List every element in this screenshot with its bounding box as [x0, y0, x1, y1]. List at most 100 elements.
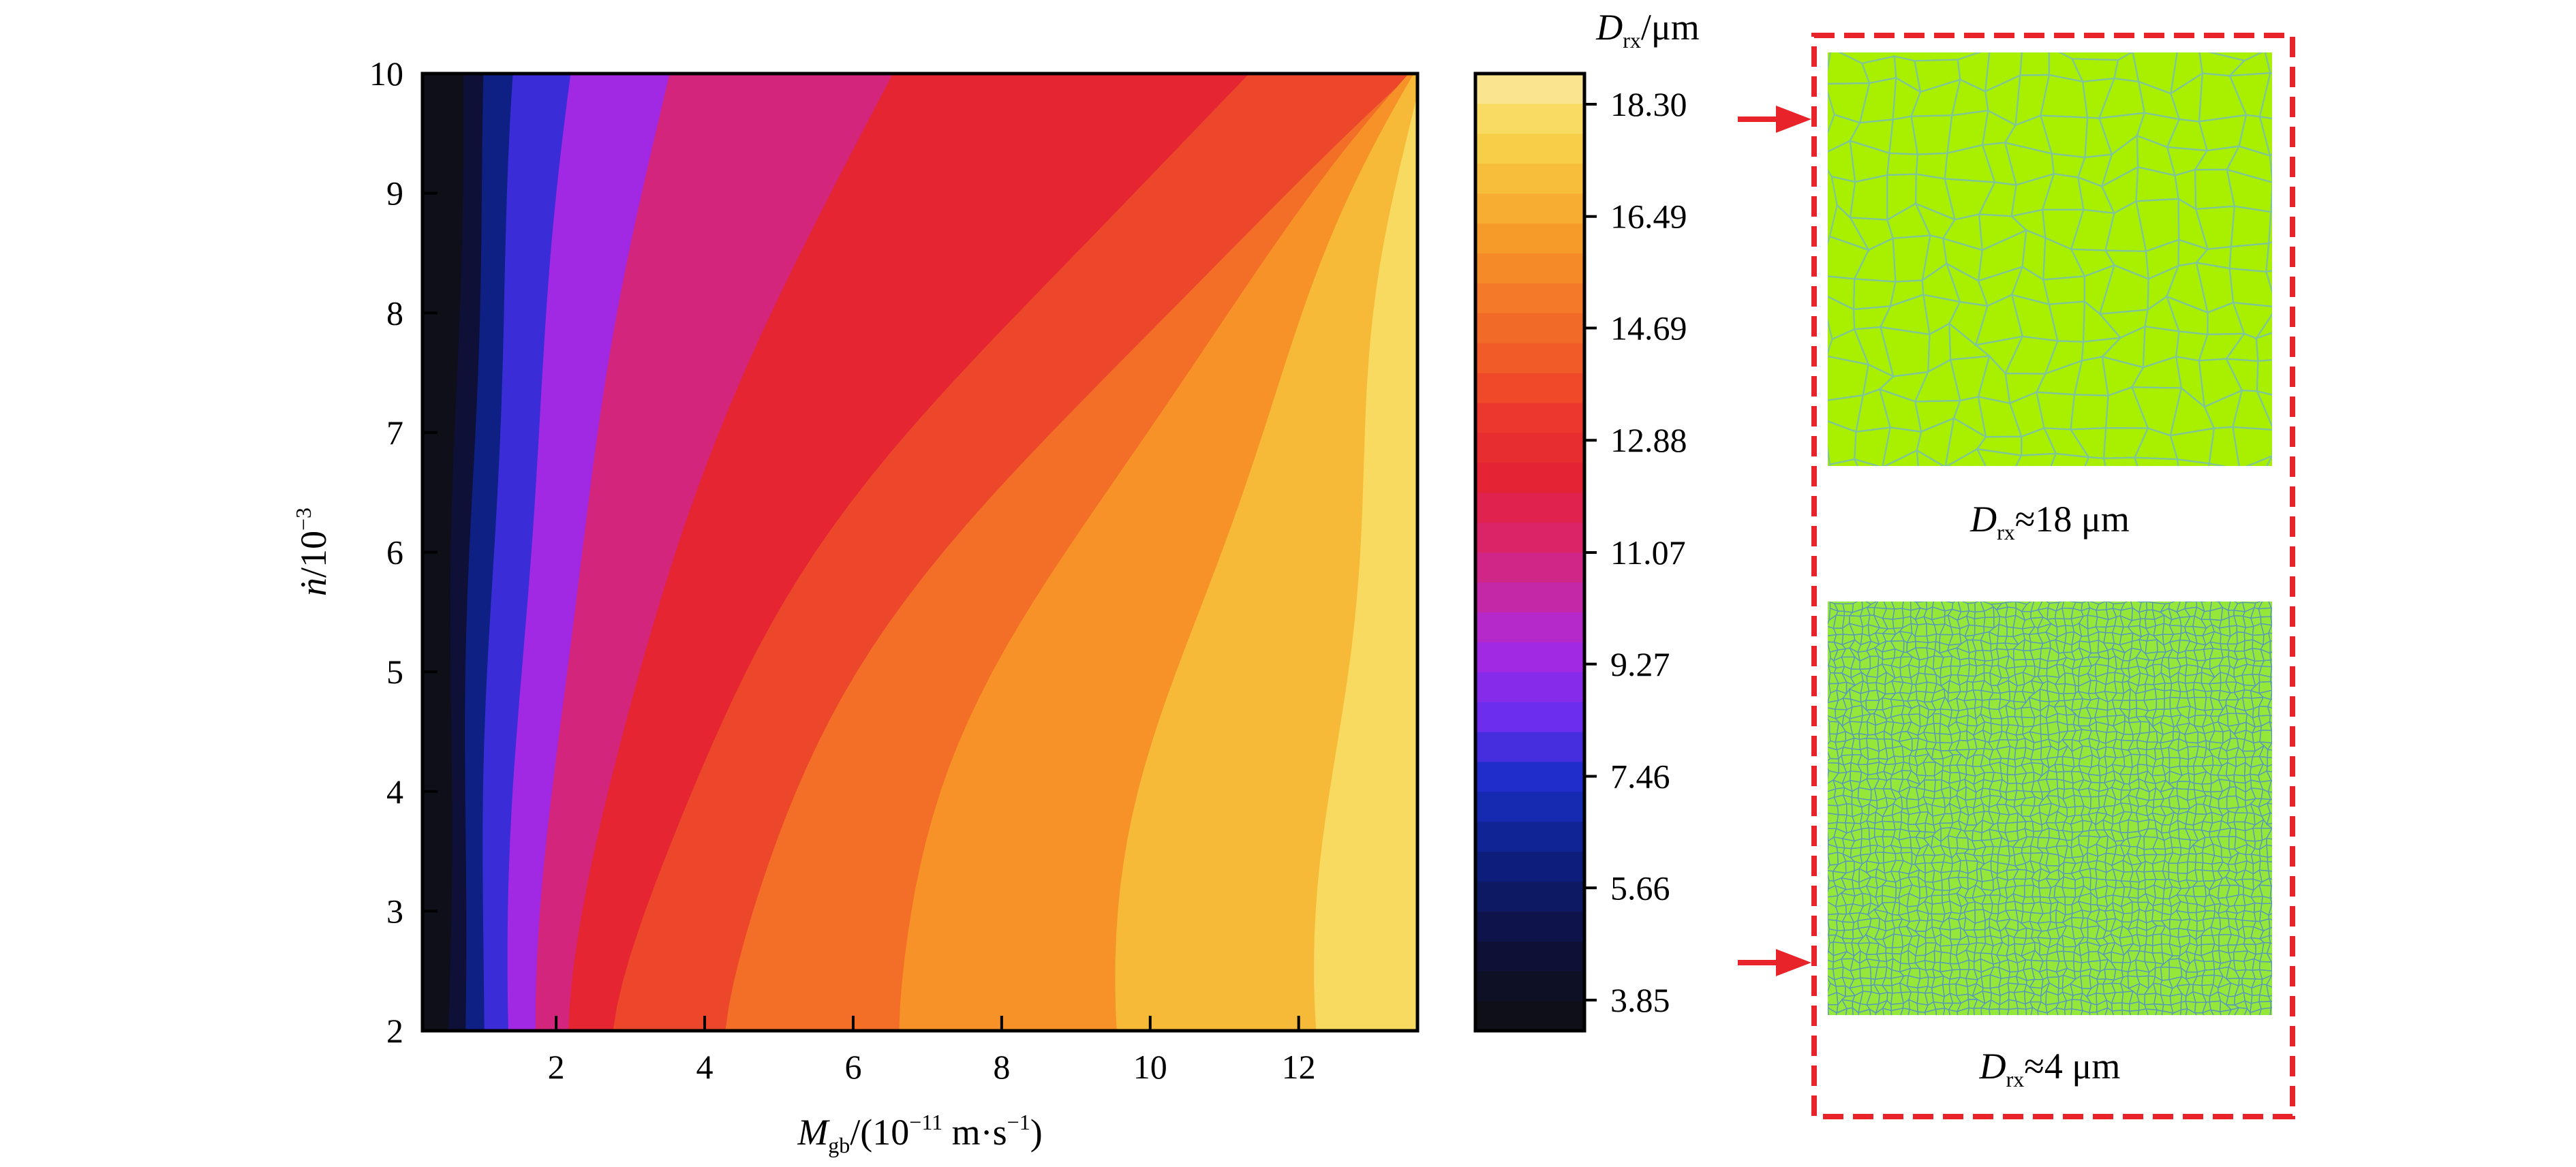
grain-cell: [2275, 902, 2288, 910]
grain-cell: [2257, 483, 2304, 526]
colorbar: 3.85 5.66 7.46 9.27 11.07 12.88 14.69 16.49 18.3…: [1473, 7, 1700, 1033]
grain-cell: [2218, 1020, 2228, 1029]
x-tick-label: 4: [696, 1048, 714, 1086]
grain-cell: [1829, 1020, 1838, 1029]
grain-cell: [2278, 762, 2288, 773]
grain-cell: [1973, 1007, 1982, 1015]
grain-cell: [2268, 632, 2272, 642]
grain-cell: [1990, 1018, 1999, 1027]
grain-cell: [2275, 887, 2288, 897]
grain-caption-fine: Drx≈4 μm: [1979, 1046, 2121, 1091]
grain-cell: [2279, 936, 2287, 946]
y-tick-label: 4: [386, 773, 403, 811]
grain-cell: [2179, 1008, 2188, 1015]
grain-cell: [2270, 676, 2272, 683]
colorbar-band: [1475, 313, 1584, 343]
grain-cell: [2234, 1016, 2245, 1027]
grain-cell: [1946, 448, 1987, 466]
grain-cell: [2270, 680, 2272, 691]
grain-cell: [2278, 1001, 2286, 1008]
grain-cell: [2084, 456, 2106, 466]
grain-cell: [2254, 313, 2272, 340]
colorbar-tick-label: 3.85: [1610, 981, 1670, 1019]
x-axis-title-units-exp: −1: [1007, 1110, 1030, 1134]
grain-cell: [2266, 764, 2272, 773]
grain-cell: [2268, 935, 2272, 944]
grain-cell: [2290, 303, 2340, 332]
grain-cell: [2277, 1008, 2288, 1018]
colorbar-band: [1475, 821, 1584, 852]
grain-cell: [2121, 1009, 2132, 1015]
colorbar-band: [1475, 761, 1584, 792]
grain-cell: [1982, 1018, 1991, 1025]
grain-cell: [2271, 970, 2272, 976]
colorbar-tick-label: 16.49: [1610, 198, 1687, 236]
colorbar-band: [1475, 552, 1584, 583]
grain-cell: [1907, 1008, 1919, 1015]
grain-cell: [1918, 1019, 1927, 1025]
grain-cell: [2267, 856, 2272, 862]
colorbar-band: [1475, 373, 1584, 403]
y-tick-label: 2: [386, 1012, 403, 1050]
colorbar-tick-label: 18.30: [1610, 85, 1687, 123]
grain-cell: [1890, 1016, 1899, 1027]
grain-cell: [2269, 897, 2272, 905]
grain-cell: [2269, 153, 2272, 184]
grain-cell: [2258, 1018, 2270, 1027]
grain-cell: [1916, 449, 1945, 466]
x-axis-title-rest: /(10: [850, 1112, 909, 1153]
grain-cell: [2269, 877, 2272, 887]
colorbar-tick-label: 12.88: [1610, 421, 1687, 459]
grain-cell: [2266, 984, 2272, 997]
colorbar-band: [1475, 462, 1584, 493]
grain-panels-box: Drx≈18 μm Drx≈4 μm: [1811, 33, 2340, 1119]
grain-cell: [2294, 499, 2331, 520]
grain-cell: [2243, 1017, 2252, 1025]
grain-cell: [1907, 1021, 1920, 1025]
grain-cell: [2275, 649, 2286, 659]
grain-cell: [2038, 1017, 2049, 1029]
grain-cell: [2160, 1020, 2168, 1027]
grain-cell: [1826, 481, 1869, 531]
colorbar-band: [1475, 492, 1584, 523]
colorbar-tick-label: 5.66: [1610, 869, 1670, 907]
grain-cell: [2275, 730, 2286, 741]
grain-cell: [2128, 1018, 2138, 1029]
x-tick-label: 12: [1282, 1048, 1316, 1086]
colorbar-band: [1475, 74, 1584, 104]
grain-cell: [2089, 1019, 2099, 1026]
grain-cell: [2234, 1007, 2248, 1015]
grain-cell: [1948, 1009, 1959, 1015]
grain-cell: [2265, 770, 2272, 782]
grain-cell: [2258, 1007, 2272, 1015]
grain-cell: [2154, 1020, 2161, 1025]
grain-cell: [2015, 452, 2057, 466]
grain-cell: [1882, 1008, 1892, 1015]
dashed-frame: [1811, 33, 2295, 1119]
colorbar-band: [1475, 731, 1584, 762]
grain-cell: [2265, 241, 2272, 273]
grain-cell: [2133, 456, 2179, 466]
grain-cell: [2258, 681, 2272, 694]
grain-cell: [1828, 458, 1859, 466]
y-tick-label: 8: [386, 294, 403, 332]
grain-cell: [2049, 1016, 2059, 1028]
grain-cell: [2145, 1008, 2158, 1015]
grain-cell: [2206, 481, 2232, 530]
colorbar-band: [1475, 283, 1584, 313]
grain-cell: [2278, 610, 2287, 619]
grain-cell: [2208, 426, 2240, 466]
grain-cell: [2275, 954, 2284, 961]
grain-cell: [2269, 715, 2272, 724]
grain-cell: [1958, 1017, 1969, 1027]
grain-cell: [2277, 676, 2286, 685]
grain-cell: [1845, 1018, 1853, 1029]
grain-cell: [2176, 458, 2211, 466]
grain-cell: [2268, 1018, 2278, 1027]
grain-map-coarse: [1826, 52, 2340, 531]
grain-cell: [2022, 1018, 2033, 1029]
grain-cell: [2258, 72, 2272, 120]
grain-cell: [2265, 827, 2272, 840]
grain-cell: [2278, 658, 2286, 669]
grain-cell: [1973, 1018, 1982, 1025]
